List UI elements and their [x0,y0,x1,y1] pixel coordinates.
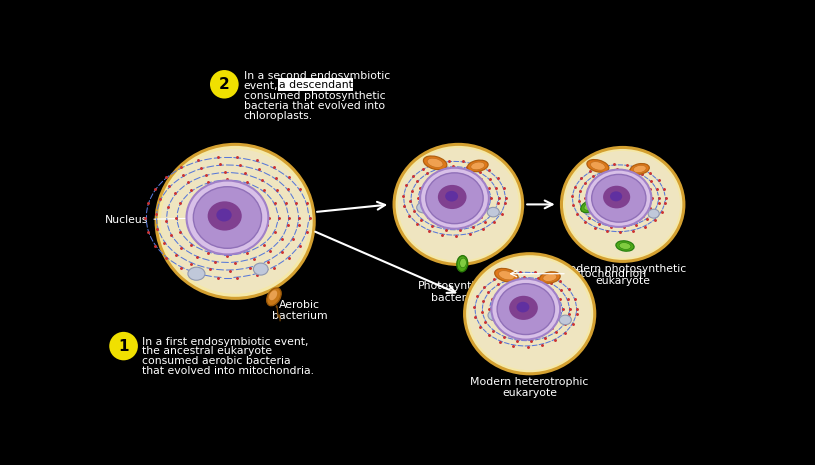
Ellipse shape [193,187,262,248]
Ellipse shape [456,256,468,272]
Text: Modern photosynthetic
eukaryote: Modern photosynthetic eukaryote [560,265,685,286]
Ellipse shape [592,174,646,222]
Circle shape [210,70,239,99]
Text: bacteria that evolved into: bacteria that evolved into [244,101,385,111]
Ellipse shape [581,199,600,213]
Text: Mitochondrion: Mitochondrion [569,269,647,279]
Ellipse shape [591,162,606,170]
Text: 2: 2 [219,77,230,92]
Ellipse shape [467,160,488,172]
Ellipse shape [187,180,268,254]
Text: In a first endosymbiotic event,: In a first endosymbiotic event, [142,337,309,347]
Ellipse shape [603,186,630,208]
Ellipse shape [559,315,571,325]
Ellipse shape [471,162,485,170]
Ellipse shape [267,288,281,306]
Circle shape [109,332,138,360]
Ellipse shape [424,156,447,170]
Ellipse shape [497,284,554,334]
Ellipse shape [540,272,560,283]
Ellipse shape [565,151,681,258]
Ellipse shape [586,170,651,227]
Ellipse shape [587,159,609,172]
Ellipse shape [438,185,466,209]
Ellipse shape [610,191,622,201]
Text: In a second endosymbiotic: In a second endosymbiotic [244,71,390,81]
Ellipse shape [582,204,595,214]
Ellipse shape [156,144,315,299]
Ellipse shape [208,201,242,231]
Ellipse shape [630,164,650,174]
Ellipse shape [469,257,591,370]
Text: the ancestral eukaryote: the ancestral eukaryote [142,346,272,357]
Ellipse shape [427,158,443,167]
Ellipse shape [460,258,466,268]
Text: a descendant: a descendant [280,80,353,90]
Text: Modern heterotrophic
eukaryote: Modern heterotrophic eukaryote [470,377,589,399]
Text: chloroplasts.: chloroplasts. [244,111,313,121]
Ellipse shape [619,243,631,249]
Ellipse shape [425,173,483,224]
Ellipse shape [495,268,518,282]
Ellipse shape [633,166,646,173]
Ellipse shape [543,274,557,281]
Ellipse shape [488,310,501,321]
Ellipse shape [616,241,634,251]
Text: consumed aerobic bacteria: consumed aerobic bacteria [142,356,291,366]
Ellipse shape [517,302,530,312]
Ellipse shape [253,263,268,275]
Ellipse shape [216,209,231,221]
Ellipse shape [584,202,597,210]
Ellipse shape [465,254,595,374]
Text: Aerobic
bacterium: Aerobic bacterium [271,300,328,321]
Ellipse shape [499,271,514,280]
Text: consumed photosynthetic: consumed photosynthetic [244,91,385,101]
Ellipse shape [394,144,522,265]
Ellipse shape [161,149,310,294]
Ellipse shape [487,207,500,217]
Ellipse shape [416,202,430,213]
Text: 1: 1 [118,339,129,353]
Text: event,: event, [244,81,278,91]
Ellipse shape [420,168,489,229]
Ellipse shape [398,148,519,261]
Ellipse shape [509,296,538,320]
Text: Photosynthetic
bacterium: Photosynthetic bacterium [418,281,499,303]
Ellipse shape [269,290,277,300]
FancyBboxPatch shape [278,78,353,91]
Ellipse shape [445,191,458,201]
Ellipse shape [648,209,659,218]
Text: Nucleus: Nucleus [105,215,222,225]
Ellipse shape [491,279,560,339]
Ellipse shape [562,147,684,261]
Ellipse shape [188,267,205,280]
Text: that evolved into mitochondria.: that evolved into mitochondria. [142,366,314,376]
